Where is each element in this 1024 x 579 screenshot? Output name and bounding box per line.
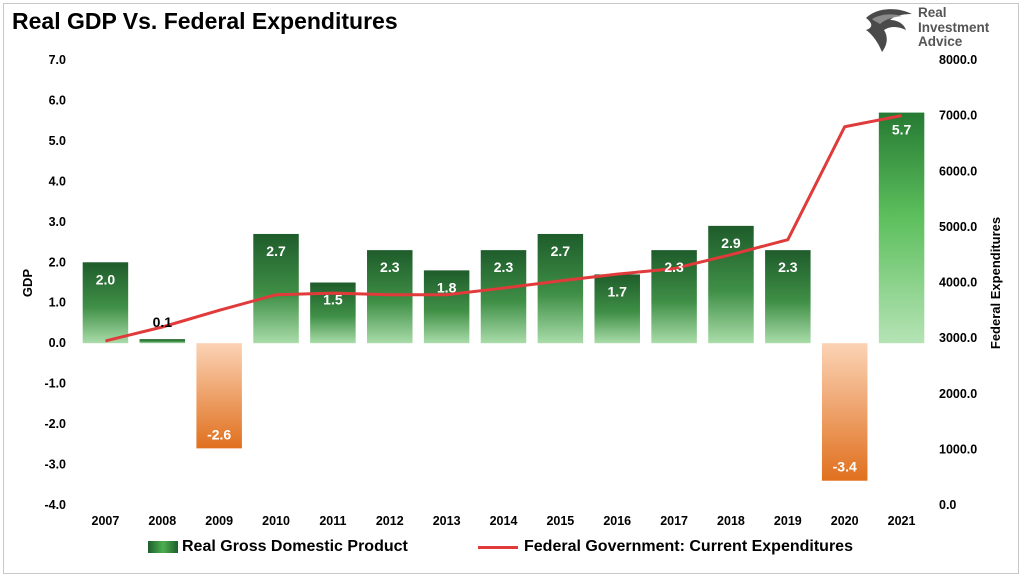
legend-label-gdp: Real Gross Domestic Product (182, 538, 408, 555)
y2-tick-label: 3000.0 (939, 331, 977, 345)
x-tick-label: 2011 (319, 514, 346, 528)
legend-swatch-line (478, 545, 518, 549)
y2-tick-label: 4000.0 (939, 276, 977, 290)
legend-item-expenditures: Federal Government: Current Expenditures (478, 538, 853, 556)
gdp-bar (253, 233, 299, 344)
x-tick-label: 2017 (660, 514, 688, 528)
x-tick-label: 2010 (262, 514, 290, 528)
x-tick-label: 2015 (546, 514, 574, 528)
gdp-data-label: 2.3 (778, 259, 798, 275)
gdp-bar (423, 270, 470, 344)
x-tick-label: 2019 (774, 514, 802, 528)
legend-swatch-bar (148, 541, 178, 553)
legend-item-gdp: Real Gross Domestic Product (148, 538, 408, 556)
expenditure-line (105, 114, 902, 343)
right-axis-ticks: 8000.0 7000.0 6000.0 5000.0 4000.0 3000.0 2000… (939, 53, 977, 512)
gdp-data-label: 2.3 (494, 259, 514, 275)
gdp-bar (765, 250, 811, 344)
gdp-data-label: -2.6 (207, 426, 231, 442)
logo-line-2: Investment (918, 19, 990, 35)
gdp-bar (537, 233, 584, 344)
data-labels: 2.0 0.1 -2.6 2.7 1.5 2.3 1.8 2.3 2.7 1.7 2.3 2.9 2.3… (96, 122, 912, 475)
y2-tick-label: 7000.0 (939, 109, 977, 123)
logo: Real Investment Advice (862, 4, 1012, 54)
gdp-data-label: -3.4 (833, 459, 857, 475)
gdp-data-label: 2.9 (721, 235, 741, 251)
gdp-data-label: 2.7 (551, 243, 571, 259)
x-tick-label: 2012 (376, 514, 404, 528)
gdp-data-label: 1.5 (323, 292, 343, 308)
y-tick-label: 7.0 (49, 53, 66, 67)
x-tick-label: 2008 (148, 514, 176, 528)
gdp-data-label: 2.3 (380, 259, 400, 275)
y-axis-label: GDP (20, 269, 35, 298)
x-tick-label: 2007 (92, 514, 120, 528)
gdp-data-label: 1.8 (437, 279, 457, 295)
left-axis-ticks: 7.0 6.0 5.0 4.0 3.0 2.0 1.0 0.0 -1.0 -2.0 -3.0 -4.0 (44, 53, 66, 512)
y2-axis-label: Federal Expenditures (988, 217, 1003, 349)
y-tick-label: -4.0 (44, 498, 66, 512)
legend-label-expenditures: Federal Government: Current Expenditures (524, 538, 853, 555)
gdp-bar (821, 343, 868, 481)
y2-tick-label: 5000.0 (939, 220, 977, 234)
x-tick-label: 2013 (433, 514, 461, 528)
legend: Real Gross Domestic Product Federal Gove… (0, 538, 1024, 560)
x-tick-label: 2018 (717, 514, 745, 528)
gdp-data-label: 2.3 (664, 259, 684, 275)
y-tick-label: 3.0 (49, 215, 66, 229)
gdp-data-label: 0.1 (153, 314, 173, 330)
x-tick-label: 2009 (205, 514, 233, 528)
gdp-data-label: 1.7 (607, 283, 627, 299)
y2-tick-label: 6000.0 (939, 164, 977, 178)
expenditure-line-path (105, 114, 902, 343)
x-tick-label: 2014 (490, 514, 518, 528)
y2-tick-label: 8000.0 (939, 53, 977, 67)
y-tick-label: -2.0 (44, 417, 66, 431)
y2-tick-label: 1000.0 (939, 442, 977, 456)
y-tick-label: 6.0 (49, 93, 66, 107)
y2-tick-label: 2000.0 (939, 387, 977, 401)
y-tick-label: 5.0 (49, 134, 66, 148)
logo-line-1: Real (918, 5, 947, 20)
eagle-head-icon (866, 9, 912, 53)
gdp-bar (367, 250, 413, 344)
y-tick-label: 4.0 (49, 174, 66, 188)
y2-tick-label: 0.0 (939, 498, 956, 512)
x-axis-ticks: 2007 2008 2009 2010 2011 2012 2013 2014 2015 2016… (92, 514, 916, 528)
gdp-bar (82, 262, 129, 344)
x-tick-label: 2016 (603, 514, 631, 528)
gdp-data-label: 5.7 (892, 122, 912, 138)
gdp-bar (196, 343, 242, 449)
gdp-bar (878, 112, 925, 344)
y-tick-label: 1.0 (49, 296, 66, 310)
logo-line-3: Advice (918, 34, 963, 49)
y-tick-label: -1.0 (44, 377, 66, 391)
y-tick-label: 0.0 (49, 336, 66, 350)
x-tick-label: 2020 (831, 514, 859, 528)
gdp-bars (82, 112, 925, 481)
gdp-bar (594, 274, 640, 344)
gdp-bar (480, 250, 527, 344)
gdp-bar (708, 225, 754, 344)
gdp-bar (139, 339, 186, 344)
y-tick-label: 2.0 (49, 255, 66, 269)
gdp-data-label: 2.7 (266, 243, 286, 259)
y-tick-label: -3.0 (44, 458, 66, 472)
gdp-data-label: 2.0 (96, 271, 116, 287)
logo-text: Real Investment Advice (918, 5, 990, 50)
x-tick-label: 2021 (888, 514, 916, 528)
chart-title: Real GDP Vs. Federal Expenditures (12, 8, 398, 34)
